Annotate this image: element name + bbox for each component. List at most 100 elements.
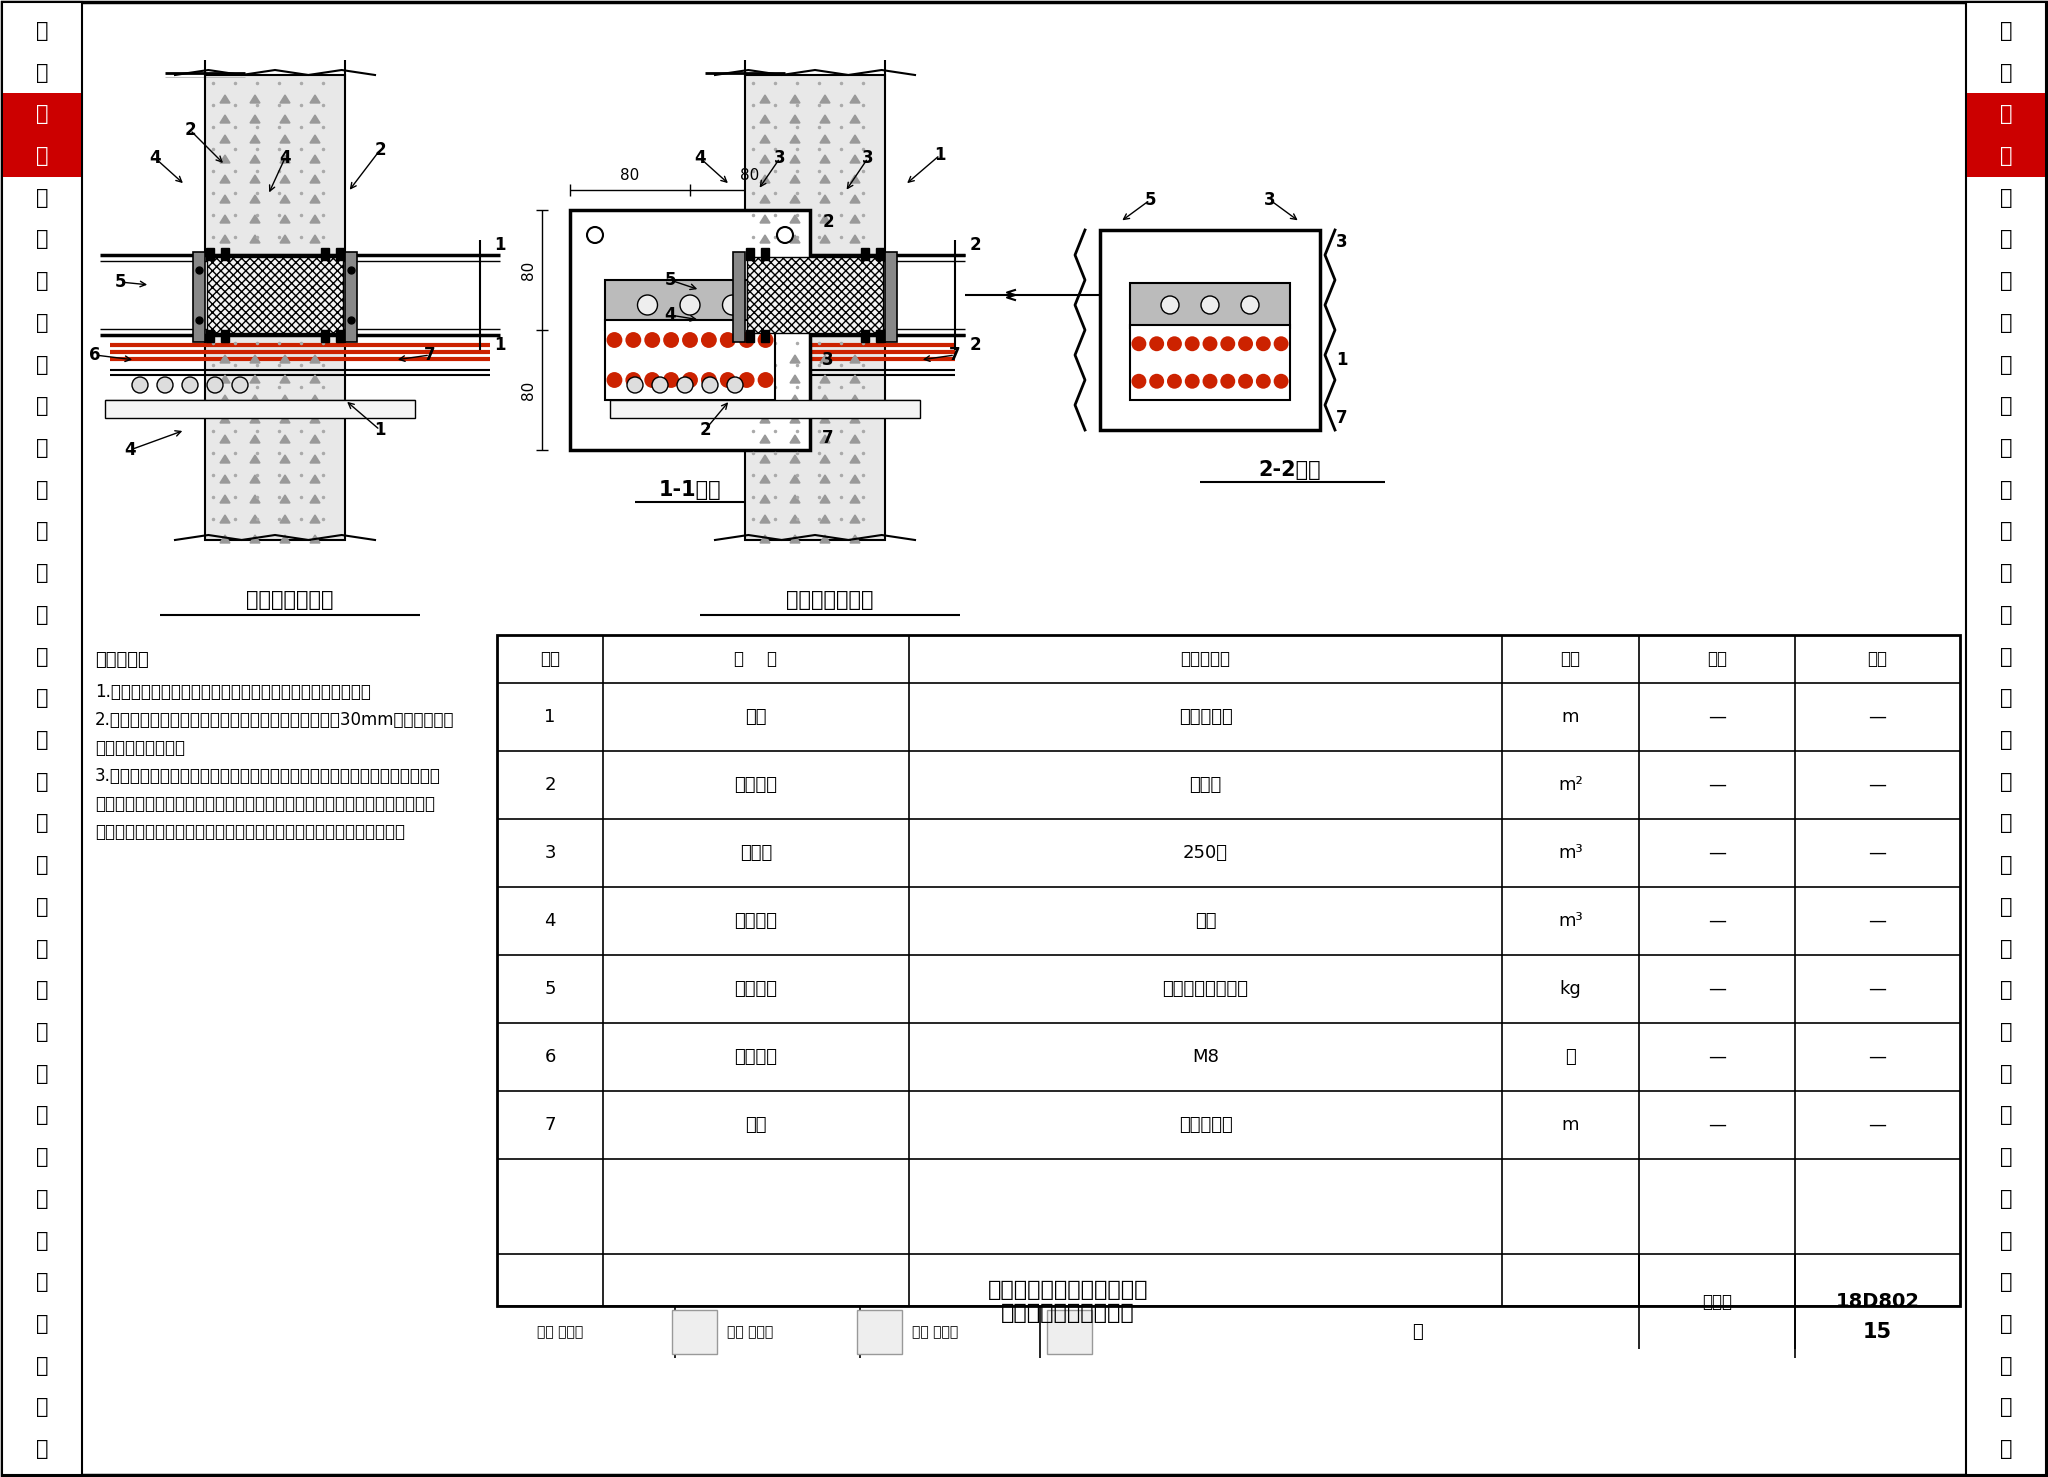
Bar: [2, 93, 82, 134]
Circle shape: [1221, 374, 1235, 388]
Text: 膨胀螺栓: 膨胀螺栓: [735, 1049, 778, 1066]
Polygon shape: [219, 495, 229, 504]
Circle shape: [1149, 337, 1163, 352]
Text: 3: 3: [821, 352, 834, 369]
Circle shape: [1202, 374, 1217, 388]
Text: 封堵方法（二）: 封堵方法（二）: [786, 589, 874, 610]
Polygon shape: [250, 134, 260, 143]
Polygon shape: [850, 476, 860, 483]
Polygon shape: [850, 174, 860, 183]
Polygon shape: [250, 394, 260, 403]
Polygon shape: [281, 195, 291, 202]
Text: 灯: 灯: [35, 814, 49, 833]
Polygon shape: [281, 476, 291, 483]
Text: m³: m³: [1559, 911, 1583, 931]
Bar: [207, 329, 213, 343]
Text: 变: 变: [1999, 354, 2013, 375]
Text: 技: 技: [1999, 1315, 2013, 1334]
Text: 桥: 桥: [1999, 105, 2013, 124]
Polygon shape: [819, 476, 829, 483]
Polygon shape: [819, 455, 829, 462]
Polygon shape: [791, 95, 801, 103]
Text: 电: 电: [1999, 480, 2013, 499]
Text: 线: 线: [35, 771, 49, 792]
Polygon shape: [309, 216, 319, 223]
Text: 2: 2: [821, 213, 834, 230]
Polygon shape: [219, 436, 229, 443]
Text: 缆: 缆: [35, 521, 49, 542]
Polygon shape: [281, 155, 291, 162]
Text: —: —: [1708, 981, 1726, 998]
Bar: [104, 400, 416, 418]
Polygon shape: [250, 155, 260, 162]
Circle shape: [727, 377, 743, 393]
Text: 设计 陈希夷: 设计 陈希夷: [911, 1325, 958, 1340]
Polygon shape: [791, 354, 801, 363]
Text: 5: 5: [1145, 191, 1155, 210]
Bar: [2, 1, 82, 1476]
Text: 备: 备: [1999, 62, 2013, 83]
Polygon shape: [219, 354, 229, 363]
Bar: [748, 257, 883, 332]
Polygon shape: [791, 415, 801, 422]
Circle shape: [1149, 374, 1163, 388]
Circle shape: [606, 372, 623, 388]
Text: 关: 关: [35, 938, 49, 959]
Text: 3: 3: [1264, 191, 1276, 210]
Polygon shape: [791, 235, 801, 244]
Text: 4: 4: [150, 149, 162, 167]
Polygon shape: [819, 354, 829, 363]
Polygon shape: [850, 455, 860, 462]
Text: 80: 80: [621, 168, 639, 183]
Text: 配: 配: [1999, 647, 2013, 666]
Polygon shape: [760, 115, 770, 123]
Text: —: —: [1708, 911, 1726, 931]
Polygon shape: [819, 95, 829, 103]
Text: 开: 开: [1999, 897, 2013, 917]
Text: —: —: [1868, 981, 1886, 998]
Circle shape: [207, 377, 223, 393]
Text: 关: 关: [1999, 938, 2013, 959]
Text: 地: 地: [1999, 1105, 2013, 1125]
Text: 名    称: 名 称: [735, 650, 778, 668]
Polygon shape: [250, 95, 260, 103]
Bar: [336, 248, 344, 260]
Text: 接: 接: [1999, 1063, 2013, 1084]
Text: 缝: 缝: [35, 439, 49, 458]
Text: 穿: 穿: [35, 272, 49, 291]
Bar: [1966, 93, 2046, 134]
Circle shape: [625, 332, 641, 349]
Polygon shape: [791, 476, 801, 483]
Text: 导: 导: [1999, 188, 2013, 208]
Polygon shape: [281, 436, 291, 443]
Circle shape: [719, 372, 735, 388]
Polygon shape: [791, 535, 801, 544]
Polygon shape: [760, 455, 770, 462]
Text: 槽盒: 槽盒: [745, 707, 766, 727]
Bar: [672, 1310, 717, 1354]
Polygon shape: [850, 115, 860, 123]
Circle shape: [776, 227, 793, 244]
Text: 资: 资: [1999, 1397, 2013, 1418]
Text: 单位: 单位: [1561, 650, 1581, 668]
Text: 1.当设计无要求时，穿越防火分区的槽盒应有防火隔堵措施。: 1.当设计无要求时，穿越防火分区的槽盒应有防火隔堵措施。: [94, 682, 371, 702]
Polygon shape: [850, 535, 860, 544]
Text: 3.墙体外侧封堵采用防火板或防火堵泥。当采用防火板时，根据孔洞尺寸及槽: 3.墙体外侧封堵采用防火板或防火堵泥。当采用防火板时，根据孔洞尺寸及槽: [94, 767, 440, 784]
Text: 座: 座: [35, 1022, 49, 1041]
Text: —: —: [1868, 707, 1886, 727]
Text: 接: 接: [35, 1063, 49, 1084]
Text: 2.槽盒内外采用防火包隔堵。当槽盒四周孔洞尺寸小于30mm时，可采用矿: 2.槽盒内外采用防火包隔堵。当槽盒四周孔洞尺寸小于30mm时，可采用矿: [94, 710, 455, 730]
Text: —: —: [1868, 1049, 1886, 1066]
Text: 封: 封: [1999, 1148, 2013, 1167]
Polygon shape: [309, 115, 319, 123]
Circle shape: [625, 372, 641, 388]
Polygon shape: [250, 354, 260, 363]
Circle shape: [158, 377, 172, 393]
Text: 具: 具: [35, 855, 49, 876]
Bar: [322, 329, 330, 343]
Circle shape: [637, 295, 657, 315]
Polygon shape: [791, 174, 801, 183]
Polygon shape: [281, 455, 291, 462]
Text: 3: 3: [774, 149, 786, 167]
Polygon shape: [281, 216, 291, 223]
